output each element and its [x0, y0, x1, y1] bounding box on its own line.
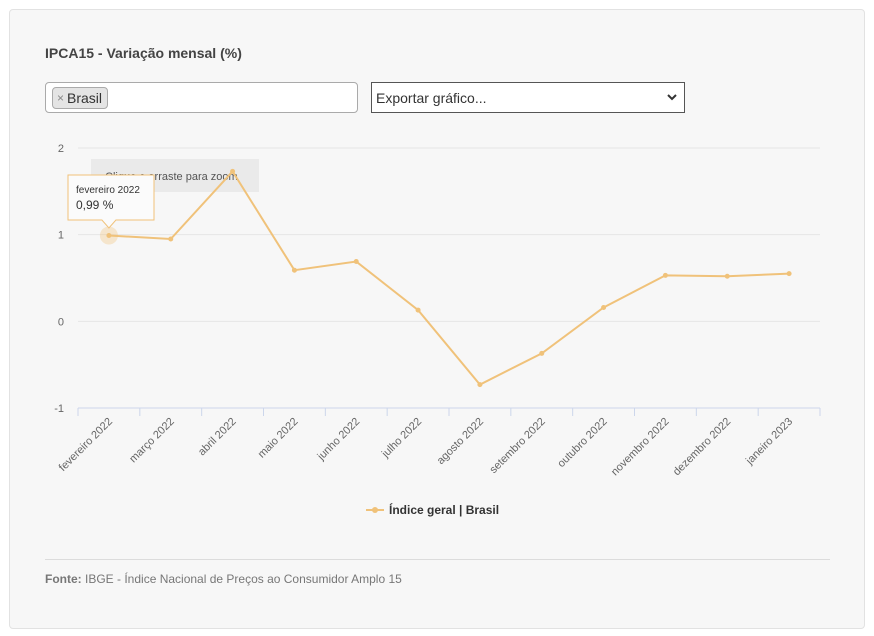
filter-tag-label: Brasil: [67, 90, 103, 106]
data-point[interactable]: [291, 267, 297, 273]
data-point[interactable]: [230, 168, 236, 174]
series-line: [108, 169, 790, 386]
x-tick-label: abril 2022: [196, 416, 239, 459]
tooltip-value: 0,99 %: [76, 198, 114, 212]
data-point[interactable]: [539, 350, 545, 356]
x-tick-label: março 2022: [127, 416, 177, 466]
data-point[interactable]: [415, 307, 421, 313]
source-text: IBGE - Índice Nacional de Preços ao Cons…: [85, 572, 402, 586]
data-point[interactable]: [724, 273, 730, 279]
legend-label[interactable]: Índice geral | Brasil: [389, 502, 499, 517]
source-label: Fonte:: [45, 572, 82, 586]
x-tick-label: dezembro 2022: [671, 416, 734, 479]
data-point[interactable]: [662, 272, 668, 278]
remove-tag-icon[interactable]: ×: [57, 91, 65, 105]
y-tick-label: 2: [58, 143, 64, 155]
x-tick-label: maio 2022: [256, 416, 301, 461]
y-tick-label: 1: [58, 230, 64, 242]
x-tick-label: novembro 2022: [609, 416, 672, 479]
y-tick-label: 0: [58, 316, 64, 328]
x-tick-label: janeiro 2023: [743, 416, 795, 468]
data-point[interactable]: [168, 236, 174, 242]
data-point[interactable]: [786, 271, 792, 277]
data-point[interactable]: [477, 382, 483, 388]
footer-divider: [45, 559, 830, 560]
tooltip-date: fevereiro 2022: [76, 185, 140, 196]
chart-title: IPCA15 - Variação mensal (%): [45, 45, 242, 61]
legend-marker[interactable]: [372, 507, 378, 513]
export-label: Exportar gráfico...: [376, 89, 487, 106]
source-note: Fonte: IBGE - Índice Nacional de Preços …: [45, 572, 402, 586]
x-tick-label: setembro 2022: [487, 416, 547, 476]
y-tick-label: -1: [54, 403, 64, 415]
data-point[interactable]: [353, 259, 359, 265]
data-point[interactable]: [601, 304, 607, 310]
data-point[interactable]: [106, 233, 112, 239]
x-tick-label: agosto 2022: [435, 416, 486, 467]
x-tick-label: fevereiro 2022: [57, 416, 115, 474]
x-tick-label: junho 2022: [315, 416, 363, 464]
tooltip-box: [67, 174, 155, 229]
chart-panel: IPCA15 - Variação mensal (%) × Brasil Ex…: [9, 9, 865, 629]
export-chart-select[interactable]: Exportar gráfico...: [371, 82, 685, 113]
filter-tag-brasil: × Brasil: [52, 87, 109, 109]
region-filter-input[interactable]: × Brasil: [45, 82, 358, 113]
x-tick-label: outubro 2022: [555, 416, 609, 470]
chevron-down-icon: [667, 94, 677, 101]
x-tick-label: julho 2022: [379, 416, 424, 461]
